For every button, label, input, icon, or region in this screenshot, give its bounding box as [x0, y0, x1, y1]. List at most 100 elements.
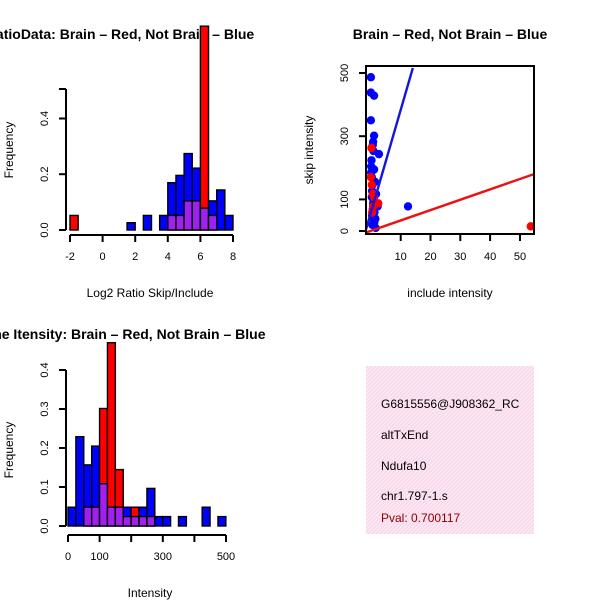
scatter-point-not-brain: [403, 202, 413, 211]
ratio-x-tick: -2: [65, 251, 75, 263]
hatch-line: [461, 461, 534, 534]
intensity-bar-not-brain: [162, 515, 172, 527]
ratio-y-tick: 0.4: [39, 111, 51, 126]
ratio-histogram-x-axis: -2 0 2 4 6 8: [65, 234, 236, 263]
intensity-bar-overlap: [83, 506, 93, 527]
not-brain-fit-line: [366, 67, 414, 230]
ratio-histogram-xlabel: Log2 Ratio Skip/Include: [87, 286, 214, 300]
scatter-marks: [366, 67, 534, 234]
ratio-bar-overlap: [191, 200, 202, 231]
hatch-line: [401, 401, 534, 534]
hatch-line: [529, 529, 534, 534]
intensity-histogram-xlabel: Intensity: [128, 586, 173, 600]
intensity-histogram-title: Gene Itensity: Brain – Red, Not Brain – …: [0, 326, 266, 342]
hatch-line: [366, 366, 503, 503]
hatch-line: [377, 377, 534, 534]
ratio-bar-overlap: [167, 214, 177, 231]
hatch-line: [369, 369, 534, 534]
scatter-point-not-brain: [366, 116, 376, 125]
hatch-line: [405, 405, 534, 534]
hatch-line: [366, 366, 483, 483]
ratio-x-tick: 2: [132, 251, 138, 263]
hatch-line: [449, 449, 534, 534]
p-value: Pval: 0.700117: [381, 511, 460, 525]
intensity-bar-overlap: [106, 506, 117, 527]
intensity-histogram-bars: [67, 342, 227, 527]
hatch-line: [366, 366, 403, 403]
intensity-bar-not-brain: [67, 506, 77, 527]
intensity-x-tick: 300: [154, 551, 172, 563]
intensity-y-tick: 0.3: [39, 401, 51, 416]
hatch-line: [366, 366, 375, 375]
intensity-x-tick: 0: [65, 551, 71, 563]
intensity-histogram-y-axis: 0.0 0.1 0.2 0.3 0.4: [39, 362, 67, 534]
hatch-line: [525, 525, 534, 534]
scatter-x-tick: 50: [514, 251, 526, 263]
hatch-line: [366, 366, 431, 431]
hatch-line: [366, 366, 523, 523]
info-box-hatching: [366, 366, 534, 534]
intensity-bar-overlap: [122, 515, 132, 527]
hatch-line: [373, 373, 534, 534]
hatch-line: [497, 497, 534, 534]
hatch-line: [481, 481, 534, 534]
ratio-y-tick: 0.0: [39, 222, 51, 237]
ratio-histogram-bars: [69, 25, 234, 231]
gene-location: chr1.797-1.s: [381, 489, 448, 503]
scatter-y-tick: 500: [339, 64, 351, 82]
ratio-histogram-y-axis: 0.0 0.2 0.4: [39, 88, 67, 238]
intensity-bar-not-brain: [177, 515, 188, 527]
hatch-line: [366, 366, 427, 427]
ratio-histogram-panel: RatioData: Brain – Red, Not Brain – Blue…: [0, 25, 254, 300]
scatter-y-tick: 100: [339, 190, 351, 208]
hatch-line: [366, 366, 499, 499]
ratio-histogram-title: RatioData: Brain – Red, Not Brain – Blue: [0, 26, 254, 42]
scatter-x-axis: 10 20 30 40 50: [395, 234, 526, 263]
ratio-bar-brain: [69, 214, 79, 231]
hatch-line: [417, 417, 534, 534]
hatch-line: [413, 413, 534, 534]
hatch-line: [425, 425, 534, 534]
hatch-line: [366, 366, 487, 487]
hatch-line: [366, 366, 443, 443]
ratio-bar-not-brain: [158, 214, 169, 231]
hatch-line: [366, 366, 415, 415]
hatch-line: [366, 366, 511, 511]
hatch-line: [366, 366, 423, 423]
scatter-point-brain: [526, 222, 534, 231]
scatter-xlabel: include intensity: [407, 286, 492, 300]
ratio-bar-overlap: [175, 214, 185, 231]
scatter-point-not-brain: [371, 214, 380, 223]
ratio-bar-not-brain: [126, 222, 136, 231]
ratio-bar-brain: [199, 25, 210, 231]
hatch-line: [453, 453, 534, 534]
intensity-bar-overlap: [138, 515, 148, 527]
intensity-histogram-panel: Gene Itensity: Brain – Red, Not Brain – …: [0, 326, 266, 600]
probe-id: G6815556@J908362_RC: [381, 397, 520, 411]
hatch-line: [366, 366, 383, 383]
hatch-line: [366, 366, 475, 475]
hatch-line: [366, 366, 371, 371]
intensity-x-tick: 500: [217, 551, 235, 563]
scatter-title: Brain – Red, Not Brain – Blue: [353, 26, 548, 42]
hatch-line: [366, 366, 411, 411]
scatter-point-not-brain: [366, 73, 376, 82]
ratio-x-tick: 4: [165, 251, 171, 263]
hatch-line: [366, 366, 471, 471]
intensity-bar-overlap: [130, 515, 140, 527]
hatch-line: [366, 366, 435, 435]
hatch-line: [501, 501, 534, 534]
ratio-bar-overlap: [199, 207, 210, 231]
scatter-point-not-brain: [369, 131, 379, 140]
event-type: altTxEnd: [381, 428, 428, 442]
ratio-x-tick: 0: [100, 251, 106, 263]
hatch-line: [366, 366, 479, 479]
hatch-line: [366, 366, 455, 455]
hatch-line: [366, 366, 439, 439]
scatter-x-tick: 40: [484, 251, 496, 263]
ratio-bar-not-brain: [215, 189, 226, 231]
scatter-point-brain: [367, 143, 376, 153]
hatch-line: [366, 366, 491, 491]
hatch-line: [366, 366, 451, 451]
hatch-line: [445, 445, 534, 534]
